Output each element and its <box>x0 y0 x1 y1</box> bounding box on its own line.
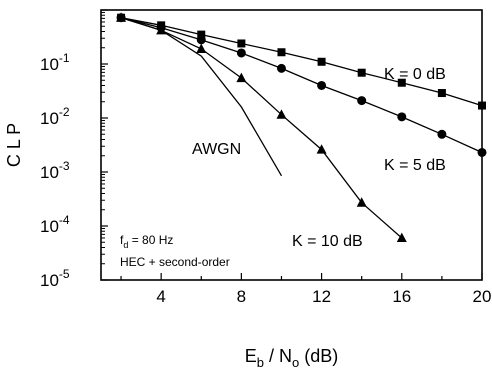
y-tick-base: 10 <box>40 163 59 182</box>
annotation-doppler: fd = 80 Hz <box>120 233 173 250</box>
y-tick-exponent: -1 <box>59 51 70 65</box>
data-point <box>317 57 326 66</box>
series-line-k-10-db <box>120 17 403 239</box>
y-tick-exponent: -3 <box>59 159 70 173</box>
series-label-k-10-db: K = 10 dB <box>292 233 363 250</box>
y-tick-base: 10 <box>40 109 59 128</box>
data-point <box>397 112 407 122</box>
data-point <box>357 68 366 77</box>
data-point <box>196 35 206 45</box>
y-tick-exponent: -4 <box>59 213 70 227</box>
series-line-awgn <box>120 17 283 177</box>
data-point <box>236 72 247 83</box>
data-point <box>357 96 367 106</box>
data-point <box>437 129 447 139</box>
series-line-k-5-db <box>120 17 483 154</box>
data-point <box>277 48 286 57</box>
data-point <box>276 63 286 73</box>
data-point <box>437 89 446 98</box>
x-tick-label: 8 <box>237 287 246 306</box>
series-k-0-db <box>117 13 486 110</box>
y-tick-base: 10 <box>40 271 59 290</box>
data-point <box>196 43 207 53</box>
series-line-k-0-db <box>120 17 483 107</box>
x-axis-title: Eb / No (dB) <box>245 346 339 370</box>
data-point <box>317 80 327 90</box>
data-point <box>397 78 406 87</box>
series-awgn <box>120 17 283 177</box>
data-point <box>396 232 407 243</box>
data-point <box>316 144 327 154</box>
y-tick-exponent: -2 <box>59 105 70 119</box>
data-point <box>197 30 206 39</box>
data-point <box>237 39 246 48</box>
x-tick-label: 4 <box>156 287 165 306</box>
y-tick-label: 10-1 <box>40 51 70 74</box>
y-tick-exponent: -5 <box>59 267 70 281</box>
y-tick-label: 10-3 <box>40 159 70 182</box>
x-tick-label: 12 <box>312 287 331 306</box>
y-tick-label: 10-2 <box>40 105 70 128</box>
data-point <box>116 12 127 22</box>
data-point <box>478 101 486 110</box>
data-point <box>356 197 367 207</box>
data-point <box>276 109 287 119</box>
y-axis-title: C L P <box>4 123 24 167</box>
series-label-awgn: AWGN <box>192 141 241 158</box>
series-label-k-5-db: K = 5 dB <box>384 157 446 174</box>
plot-frame <box>100 9 483 281</box>
y-tick-label: 10-4 <box>40 213 70 236</box>
y-tick-base: 10 <box>40 55 59 74</box>
x-tick-label: 16 <box>392 287 411 306</box>
data-point <box>477 147 487 157</box>
series-label-k-0-db: K = 0 dB <box>384 66 446 83</box>
series-k-10-db <box>116 12 407 243</box>
y-tick-label: 10-5 <box>40 267 70 290</box>
x-tick-label: 20 <box>473 287 492 306</box>
y-tick-base: 10 <box>40 217 59 236</box>
annotation-scheme: HEC + second-order <box>120 255 230 269</box>
data-point <box>236 48 246 58</box>
